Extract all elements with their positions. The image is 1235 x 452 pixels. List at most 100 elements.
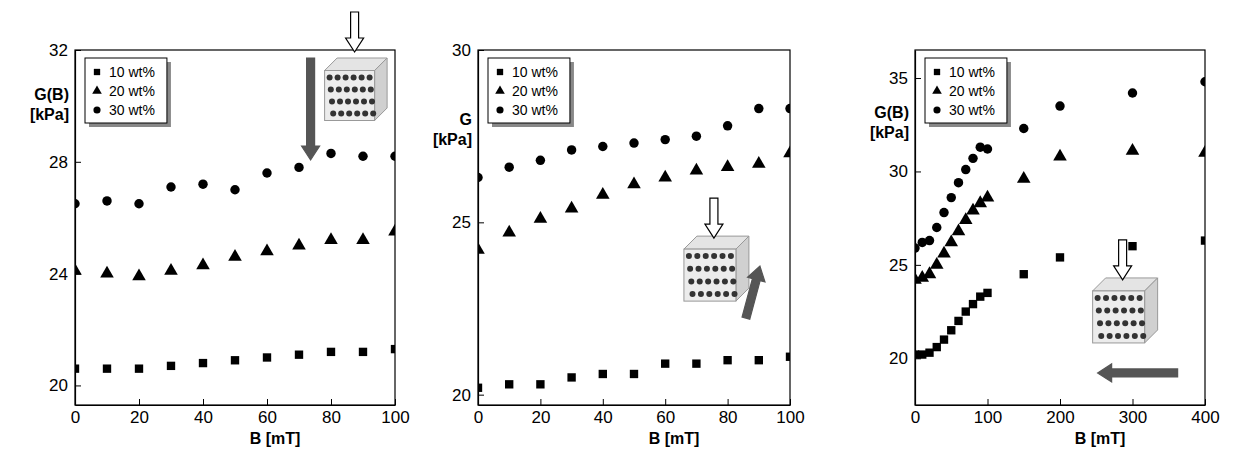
- particle: [361, 99, 367, 105]
- decoration: [1093, 240, 1178, 382]
- point: [932, 223, 941, 232]
- tick-mark: [478, 395, 484, 396]
- legend-box: [925, 58, 1007, 123]
- point: [1020, 270, 1028, 278]
- point: [954, 317, 962, 325]
- point: [199, 359, 207, 367]
- particle: [706, 291, 712, 297]
- point: [1056, 253, 1064, 261]
- tick: 300: [1119, 399, 1147, 427]
- axis-line: [75, 51, 76, 406]
- particle: [1122, 320, 1128, 326]
- point: [918, 350, 926, 358]
- point: [969, 300, 977, 308]
- axis-line: [479, 405, 791, 406]
- point: [198, 179, 207, 188]
- point: [961, 165, 970, 174]
- tick-label: 300: [1119, 408, 1147, 427]
- legend-marker: [94, 69, 100, 75]
- point: [167, 362, 175, 370]
- tick-label: 100: [381, 408, 409, 427]
- particle: [711, 253, 717, 259]
- tick-label: 28: [49, 153, 68, 172]
- point: [166, 182, 175, 191]
- tick-mark: [540, 399, 541, 405]
- legend-box: [488, 58, 570, 123]
- particle: [359, 75, 365, 81]
- tick: 80: [322, 399, 341, 427]
- tick: 200: [1046, 399, 1074, 427]
- particle: [1105, 320, 1111, 326]
- point: [721, 159, 735, 171]
- tick-label: 100: [776, 408, 804, 427]
- tick: 80: [719, 399, 738, 427]
- particle: [694, 253, 700, 259]
- point: [939, 208, 948, 217]
- particle: [351, 75, 357, 81]
- particle: [1138, 308, 1144, 314]
- tick: 30: [889, 162, 921, 181]
- point: [75, 199, 80, 208]
- particle: [690, 291, 696, 297]
- particle: [327, 75, 333, 81]
- point: [536, 156, 545, 165]
- legend-marker: [497, 69, 503, 75]
- point: [962, 307, 970, 315]
- arrow: [1098, 364, 1178, 382]
- decoration: [684, 198, 765, 319]
- point: [292, 238, 306, 250]
- tick-label: 25: [452, 213, 471, 232]
- particle: [352, 87, 358, 93]
- legend-label: 30 wt%: [949, 102, 995, 118]
- point: [1200, 77, 1205, 86]
- tick-label: 20: [130, 408, 149, 427]
- particle: [720, 253, 726, 259]
- point: [983, 289, 991, 297]
- point: [230, 185, 239, 194]
- point: [1128, 88, 1137, 97]
- legend-marker: [932, 85, 942, 93]
- tick-mark: [790, 399, 791, 405]
- tick-label: 20: [531, 408, 550, 427]
- particle: [1140, 333, 1146, 339]
- tick: 100: [776, 399, 804, 427]
- tick-label: 24: [49, 265, 68, 284]
- legend: 10 wt%20 wt%30 wt%: [85, 58, 171, 127]
- particle: [1128, 295, 1134, 301]
- tick-mark: [728, 399, 729, 405]
- point: [295, 351, 303, 359]
- tick: 100: [381, 399, 409, 427]
- tick-mark: [915, 265, 921, 266]
- tick-mark: [75, 50, 81, 51]
- y-axis-title: G[kPa]: [433, 111, 472, 148]
- point: [231, 356, 239, 364]
- particle: [343, 75, 349, 81]
- point: [785, 104, 790, 113]
- point: [478, 173, 483, 182]
- tick: 30: [452, 41, 484, 60]
- particle: [688, 278, 694, 284]
- tick: 20: [49, 376, 81, 395]
- point: [599, 370, 607, 378]
- legend-marker: [496, 106, 503, 113]
- panel: 020406080100202530B [mT]G[kPa]10 wt%20 w…: [433, 41, 805, 447]
- point: [596, 187, 610, 199]
- tick-label: 100: [974, 408, 1002, 427]
- particle: [723, 291, 729, 297]
- point: [294, 163, 303, 172]
- tick-mark: [1133, 399, 1134, 405]
- particle: [368, 87, 374, 93]
- particle: [722, 278, 728, 284]
- particle: [360, 87, 366, 93]
- point: [478, 384, 482, 392]
- point: [132, 269, 146, 281]
- tick: 20: [130, 399, 149, 427]
- particle: [346, 111, 352, 117]
- point: [930, 257, 944, 269]
- tick-mark: [331, 399, 332, 405]
- point: [100, 266, 114, 278]
- cube-face: [375, 58, 388, 121]
- tick-label: 20: [452, 386, 471, 405]
- particle: [354, 111, 360, 117]
- series: [75, 149, 395, 209]
